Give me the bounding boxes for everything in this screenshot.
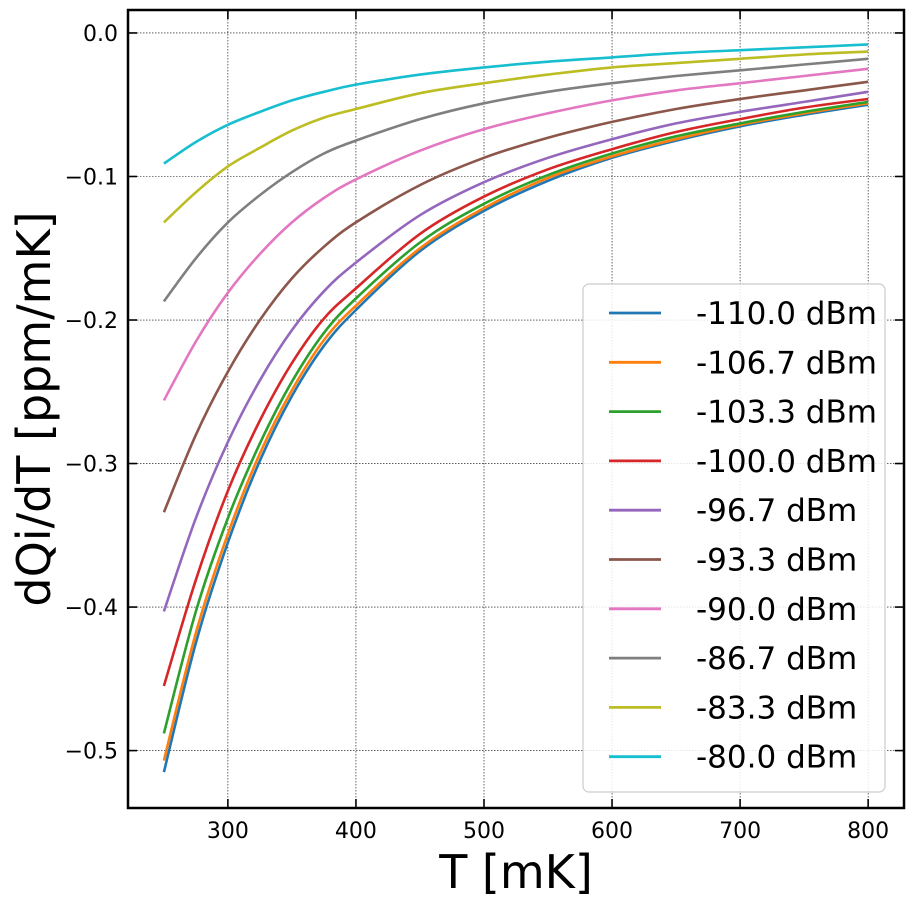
series-line (162, 90, 869, 612)
legend-entry-label: -110.0 dBm (696, 296, 877, 332)
y-tick-label: −0.3 (65, 453, 118, 478)
series-line (162, 67, 869, 402)
legend: -110.0 dBm -106.7 dBm -103.3 dBm -100.0 dBm… (582, 283, 886, 793)
series-line (162, 100, 869, 734)
legend-entry-label: -86.7 dBm (696, 641, 857, 677)
plot-frame (126, 8, 906, 810)
x-tick-label: 500 (463, 819, 505, 844)
x-tick-label: 800 (847, 819, 889, 844)
legend-entry-label: -80.0 dBm (696, 740, 857, 776)
y-tick-label: −0.2 (65, 309, 118, 334)
y-tick-label: 0.0 (83, 22, 118, 47)
series-line (162, 80, 869, 513)
legend-entry-label: -83.3 dBm (696, 690, 857, 726)
y-tick-label: −0.1 (65, 165, 118, 190)
y-axis-label: dQi/dT [ppm/mK] (7, 211, 61, 606)
legend-entry-label: -106.7 dBm (696, 345, 877, 381)
x-tick-label: 700 (719, 819, 761, 844)
legend-entry-label: -100.0 dBm (696, 444, 877, 480)
y-tick-label: −0.4 (65, 596, 118, 621)
series-line (163, 50, 869, 224)
x-tick-label: 400 (335, 819, 377, 844)
x-tick-label: 600 (591, 819, 633, 844)
series-line (162, 102, 869, 761)
series-line (162, 57, 869, 303)
legend-entry-label: -103.3 dBm (696, 395, 877, 431)
series-line (162, 97, 869, 687)
ticks: 300 400 500 600 700 800 0.0 −0.1 −0.2 −0.3 −0.4 −0.… (65, 10, 904, 844)
legend-entry-label: -93.3 dBm (696, 543, 857, 579)
x-tick-label: 300 (207, 819, 249, 844)
legend-entry-label: -90.0 dBm (696, 592, 857, 628)
y-tick-label: −0.5 (65, 740, 118, 765)
series-line (163, 43, 869, 165)
legend-entry-label: -96.7 dBm (696, 493, 857, 529)
x-axis-label: T [mK] (438, 845, 593, 899)
series-line (162, 103, 869, 773)
series-lines (162, 43, 869, 773)
